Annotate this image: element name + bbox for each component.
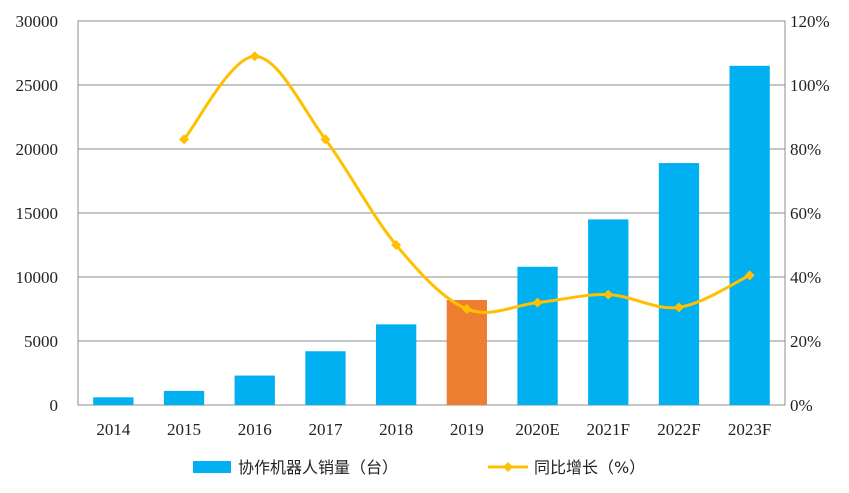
line-point	[249, 51, 260, 62]
bar	[234, 375, 275, 405]
right-tick-label: 0%	[790, 396, 813, 415]
right-tick-label: 40%	[790, 268, 821, 287]
bar	[729, 65, 770, 406]
x-axis-ticks: 2014 2015 2016 2017 2018 2019 2020E 2021F 2022F 2…	[96, 420, 771, 439]
x-tick-label: 2022F	[657, 420, 700, 439]
left-tick-label: 0	[50, 396, 59, 415]
line-point	[603, 289, 614, 300]
x-tick-label: 2020E	[515, 420, 559, 439]
bar-series	[93, 65, 770, 406]
growth-line	[182, 54, 751, 314]
left-tick-label: 5000	[24, 332, 58, 351]
right-tick-label: 60%	[790, 204, 821, 223]
right-tick-label: 80%	[790, 140, 821, 159]
legend-bar-label: 协作机器人销量（台）	[238, 458, 398, 477]
x-tick-label: 2015	[167, 420, 201, 439]
bar	[517, 266, 558, 405]
legend-line-marker	[503, 462, 513, 472]
right-tick-label: 120%	[790, 12, 830, 31]
bar	[446, 300, 487, 405]
gridlines	[77, 20, 786, 406]
x-tick-label: 2016	[238, 420, 272, 439]
line-point	[532, 297, 543, 308]
bar	[163, 390, 205, 405]
x-tick-label: 2019	[450, 420, 484, 439]
left-tick-label: 25000	[16, 76, 59, 95]
legend: 协作机器人销量（台） 同比增长（%）	[193, 458, 645, 477]
left-tick-label: 20000	[16, 140, 59, 159]
bar	[305, 351, 346, 405]
left-tick-label: 15000	[16, 204, 59, 223]
x-tick-label: 2021F	[587, 420, 630, 439]
right-tick-label: 100%	[790, 76, 830, 95]
bar	[588, 219, 629, 405]
line-point	[673, 302, 684, 313]
line-point	[461, 304, 472, 314]
x-tick-label: 2014	[96, 420, 131, 439]
plot-border	[77, 20, 786, 406]
legend-line-label: 同比增长（%）	[534, 458, 645, 477]
line-point	[391, 240, 402, 250]
x-tick-label: 2023F	[728, 420, 771, 439]
right-tick-label: 20%	[790, 332, 821, 351]
right-axis-ticks: 0% 20% 40% 60% 80% 100% 120%	[790, 12, 830, 415]
x-tick-label: 2018	[379, 420, 413, 439]
legend-bar-swatch	[193, 461, 231, 473]
line-series	[179, 51, 755, 314]
bar	[376, 324, 417, 405]
line-point	[744, 270, 755, 281]
x-tick-label: 2017	[308, 420, 343, 439]
line-point	[320, 134, 331, 145]
left-tick-label: 30000	[16, 12, 59, 31]
bar	[658, 163, 700, 405]
line-point	[179, 134, 190, 145]
left-tick-label: 10000	[16, 268, 59, 287]
left-axis-ticks: 0 5000 10000 15000 20000 25000 30000	[16, 12, 59, 415]
bar	[93, 397, 134, 405]
